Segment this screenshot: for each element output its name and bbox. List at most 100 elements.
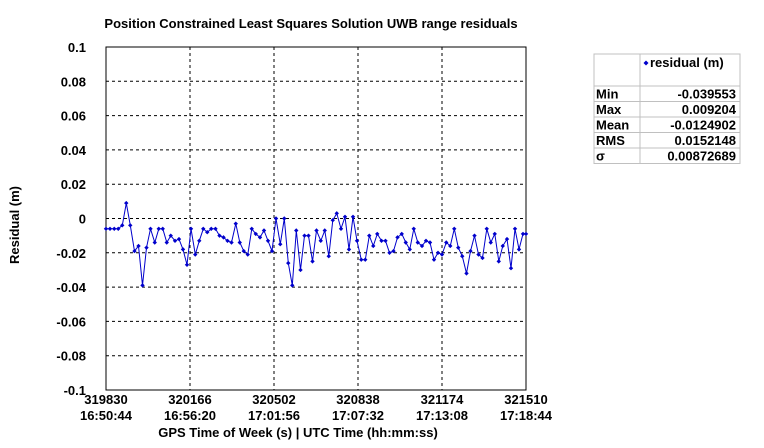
data-point-marker <box>269 248 275 254</box>
stats-label: Max <box>596 102 622 117</box>
data-point-marker <box>302 233 307 238</box>
data-point-marker <box>496 259 501 264</box>
stats-value: -0.0124902 <box>670 118 736 133</box>
data-point-marker <box>286 260 291 266</box>
data-point-marker <box>237 240 242 245</box>
data-point-marker <box>399 231 404 237</box>
y-tick-label: -0.08 <box>56 349 86 364</box>
legend-header-cell <box>593 53 741 87</box>
data-point-marker <box>468 248 473 254</box>
data-point-marker <box>391 248 396 254</box>
x-tick-label-utc: 16:50:44 <box>80 408 133 423</box>
data-point-marker <box>164 240 169 245</box>
y-tick-label: 0.02 <box>61 177 86 192</box>
data-point-marker <box>124 200 129 206</box>
y-tick-label: -0.02 <box>56 246 86 261</box>
data-point-marker <box>512 226 518 231</box>
data-point-marker <box>225 238 230 243</box>
data-point-marker <box>180 247 186 252</box>
data-point-marker <box>403 240 408 245</box>
data-point-marker <box>464 271 469 276</box>
data-point-marker <box>148 226 153 231</box>
data-point-marker <box>342 214 348 219</box>
data-point-marker <box>371 243 376 249</box>
x-tick-label-gps: 321174 <box>421 392 464 407</box>
data-point-marker <box>350 214 356 219</box>
data-point-marker <box>282 216 287 221</box>
data-point-marker <box>136 243 141 249</box>
data-point-marker <box>439 252 445 257</box>
y-tick-label: -0.06 <box>56 314 86 329</box>
data-point-marker <box>504 236 510 242</box>
data-point-marker <box>452 226 457 231</box>
data-point-marker <box>132 248 137 254</box>
y-tick-label: 0 <box>79 212 86 227</box>
data-point-marker <box>484 226 489 231</box>
data-point-marker <box>209 226 214 231</box>
data-point-marker <box>379 238 384 243</box>
data-point-marker <box>427 240 433 245</box>
data-point-marker <box>261 228 267 233</box>
data-point-marker <box>168 233 173 238</box>
plot-area: 0.1 0.08 0.06 0.04 0.02 0 -0.02 -0.04 -0.06 -0.08… <box>56 40 552 423</box>
data-point-marker <box>273 216 279 221</box>
data-point-marker <box>107 226 113 231</box>
y-axis-label: Residual (m) <box>7 186 22 264</box>
data-point-marker <box>233 221 238 226</box>
data-point-marker <box>188 226 194 231</box>
data-point-marker <box>103 226 109 231</box>
stats-value: -0.039553 <box>677 87 736 102</box>
data-point-marker <box>326 254 331 259</box>
data-point-marker <box>253 231 258 237</box>
x-tick-label-utc: 17:18:44 <box>500 408 553 423</box>
data-point-marker <box>318 238 323 243</box>
data-point-marker <box>294 228 299 233</box>
data-point-marker <box>112 226 117 231</box>
data-point-marker <box>241 248 246 254</box>
data-point-marker <box>456 245 461 250</box>
data-point-marker <box>245 252 250 257</box>
data-point-marker <box>176 236 182 242</box>
y-tick-label: 0.06 <box>61 109 86 124</box>
data-point-marker <box>460 254 465 259</box>
x-tick-label-utc: 17:13:08 <box>416 408 468 423</box>
chart-title: Position Constrained Least Squares Solut… <box>104 16 517 31</box>
data-point-marker <box>128 223 133 228</box>
data-point-marker <box>472 233 477 238</box>
y-tick-label: -0.04 <box>56 280 86 295</box>
legend-stats-table: residual (m) Min -0.039553 Max 0.009204 Mean -… <box>593 53 741 164</box>
data-point-marker <box>334 211 339 216</box>
data-point-marker <box>423 238 429 243</box>
stats-value-cell <box>639 147 741 164</box>
data-point-marker <box>448 243 453 249</box>
x-tick-label-gps: 320502 <box>252 392 295 407</box>
data-point-marker <box>346 247 352 252</box>
y-tick-label: -0.1 <box>64 383 86 398</box>
data-point-marker <box>359 257 364 262</box>
y-tick-label: 0.1 <box>68 40 86 55</box>
series-residual <box>103 200 529 288</box>
data-point-marker <box>257 235 263 240</box>
data-point-marker <box>290 283 295 288</box>
data-point-marker <box>516 247 522 252</box>
y-tick-label: 0.08 <box>61 74 86 89</box>
data-point-marker <box>338 226 344 231</box>
data-point-marker <box>298 267 303 273</box>
data-point-marker <box>363 257 368 262</box>
data-point-marker <box>201 226 206 231</box>
data-point-marker <box>193 252 198 257</box>
data-point-marker <box>520 231 526 237</box>
data-point-marker <box>140 283 145 288</box>
stats-label: Mean <box>596 118 629 133</box>
data-point-marker <box>144 245 149 250</box>
data-point-marker <box>523 231 529 237</box>
data-point-marker <box>156 226 161 231</box>
data-point-marker <box>265 238 271 243</box>
data-point-marker <box>116 226 121 231</box>
data-point-marker <box>375 231 380 237</box>
data-point-marker <box>387 250 392 255</box>
data-point-marker <box>306 233 311 238</box>
x-tick-label-utc: 16:56:20 <box>164 408 216 423</box>
data-point-marker <box>213 226 218 231</box>
